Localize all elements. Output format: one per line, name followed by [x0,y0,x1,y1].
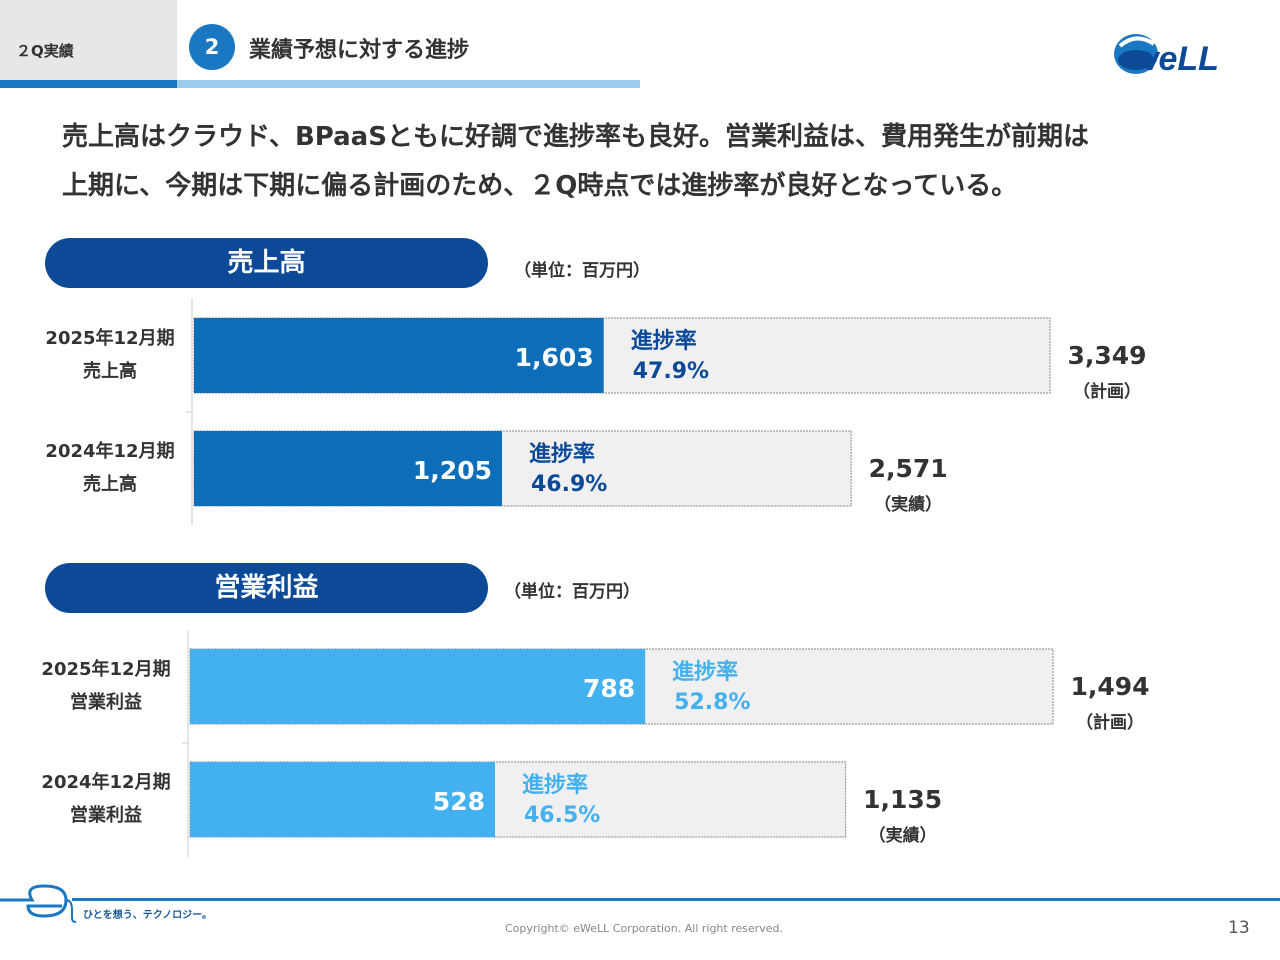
progress-value: 46.9% [531,472,607,497]
progress-label: 進捗率 [672,659,738,685]
operating-profit-section-title: 営業利益 [45,563,488,613]
actual-value-label: 1,205 [413,456,492,485]
actual-bar [194,318,604,393]
lead-text-line-1: 売上高はクラウド、BPaaSともに好調で進捗率も良好。営業利益は、費用発生が前期… [62,122,1089,152]
actual-bar [194,431,502,506]
progress-label: 進捗率 [631,328,697,354]
header-underline-bar [177,80,640,88]
progress-bar-charts: 1,603進捗率47.9%3,349（計画）2025年12月期売上高1,205進… [41,298,1150,857]
progress-label: 進捗率 [522,772,588,798]
category-label: 売上高 [83,473,137,495]
header-accent-bar [0,80,177,88]
section-title: 業績予想に対する進捗 [249,38,470,63]
actual-bar [190,762,495,837]
sales-unit-label: （単位：百万円） [514,261,650,281]
actual-value-label: 1,603 [515,343,594,372]
ewell-logo: weLL [1114,34,1219,78]
category-label: 2025年12月期 [45,327,174,349]
progress-value: 47.9% [633,359,709,384]
category-label: 売上高 [83,360,137,382]
category-label: 2025年12月期 [41,658,170,680]
section-number-badge: 2 [189,24,235,70]
progress-label: 進捗率 [529,441,595,467]
sales-section-title: 売上高 [45,238,488,288]
progress-value: 52.8% [674,690,750,715]
page-number: 13 [1228,918,1250,938]
actual-bar [190,649,646,724]
copyright-text: Copyright© eWeLL Corporation. All right … [505,922,784,935]
full-year-note: （計画） [1073,381,1141,402]
full-year-value: 1,494 [1070,672,1149,701]
category-label: 営業利益 [70,804,142,826]
operating-profit-unit-label: （単位：百万円） [504,582,640,602]
full-year-value: 2,571 [869,454,948,483]
footer-e-mark-icon [0,884,77,923]
progress-value: 46.5% [524,803,600,828]
actual-value-label: 528 [433,787,485,816]
full-year-note: （実績） [869,825,937,846]
footer-tagline: ひとを想う、テクノロジー。 [83,910,212,921]
section-label: ２Q実績 [16,42,74,60]
actual-value-label: 788 [583,674,635,703]
category-label: 2024年12月期 [45,440,174,462]
full-year-note: （実績） [874,494,942,515]
footer-line [72,898,1280,901]
category-label: 営業利益 [70,691,142,713]
category-label: 2024年12月期 [41,771,170,793]
full-year-value: 3,349 [1067,341,1146,370]
header-section-panel [0,0,177,80]
full-year-value: 1,135 [863,785,942,814]
full-year-note: （計画） [1076,712,1144,733]
logo-wordmark: weLL [1132,40,1219,78]
lead-text-line-2: 上期に、今期は下期に偏る計画のため、２Q時点では進捗率が良好となっている。 [62,171,1018,201]
